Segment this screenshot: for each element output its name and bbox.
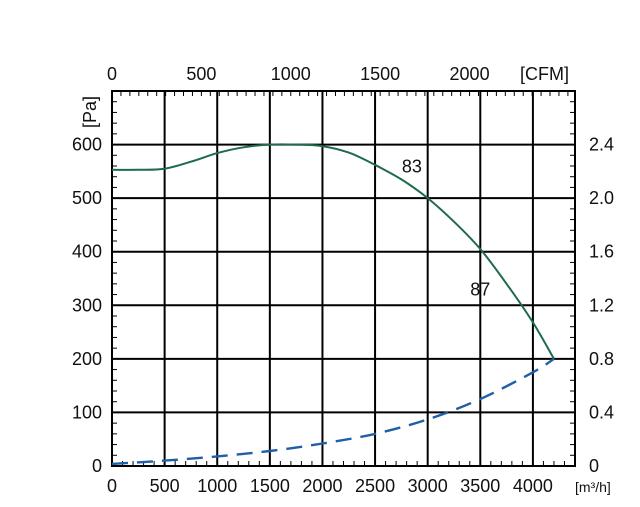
y-tick-label: 0	[92, 456, 102, 476]
y-tick-label: 500	[72, 188, 102, 208]
top-axis-unit-label: [CFM]	[520, 64, 569, 84]
solid-curve	[111, 143, 555, 360]
x-tick-label: 1500	[250, 476, 290, 496]
right-tick-label: 0.8	[589, 349, 614, 369]
x-tick-label: 1000	[197, 476, 237, 496]
curve-annotation: 83	[402, 156, 422, 176]
top-tick-label: 1000	[271, 64, 311, 84]
right-tick-label: 1.6	[589, 242, 614, 262]
y-tick-label: 400	[72, 242, 102, 262]
annotations: 83 87	[402, 156, 490, 299]
x-tick-label: 3500	[460, 476, 500, 496]
series-group	[111, 143, 555, 466]
x-tick-label: 4000	[513, 476, 553, 496]
top-tick-label: 2000	[450, 64, 490, 84]
right-tick-label: 1.2	[589, 295, 614, 315]
curve-annotation: 87	[470, 280, 490, 300]
top-tick-label: 1500	[360, 64, 400, 84]
x-tick-label: 0	[107, 476, 117, 496]
y-tick-label: 100	[72, 402, 102, 422]
x-tick-label: 500	[150, 476, 180, 496]
right-tick-label: 0	[589, 456, 599, 476]
y-tick-label: 200	[72, 349, 102, 369]
x-tick-label: 2500	[355, 476, 395, 496]
grid	[112, 91, 575, 466]
right-axis-ticks: 0 0.4 0.8 1.2 1.6 2.0 2.4	[589, 135, 614, 476]
top-axis-ticks: 0 500 1000 1500 2000	[107, 64, 490, 84]
right-tick-label: 2.4	[589, 135, 614, 155]
minor-ticks	[112, 91, 575, 466]
plot-frame	[111, 90, 576, 467]
left-axis-ticks: 0 100 200 300 400 500 600	[72, 135, 102, 476]
right-tick-label: 0.4	[589, 402, 614, 422]
y-tick-label: 300	[72, 295, 102, 315]
top-tick-label: 0	[107, 64, 117, 84]
x-tick-label: 3000	[408, 476, 448, 496]
y-axis-unit-label: [Pa]	[80, 96, 100, 128]
right-tick-label: 2.0	[589, 188, 614, 208]
y-tick-label: 600	[72, 135, 102, 155]
x-tick-label: 2000	[302, 476, 342, 496]
bottom-axis-ticks: 0 500 1000 1500 2000 2500 3000 3500 4000	[107, 476, 553, 496]
top-tick-label: 500	[186, 64, 216, 84]
dashed-curve	[111, 357, 555, 466]
x-axis-unit-label: [m³/h]	[575, 479, 611, 495]
